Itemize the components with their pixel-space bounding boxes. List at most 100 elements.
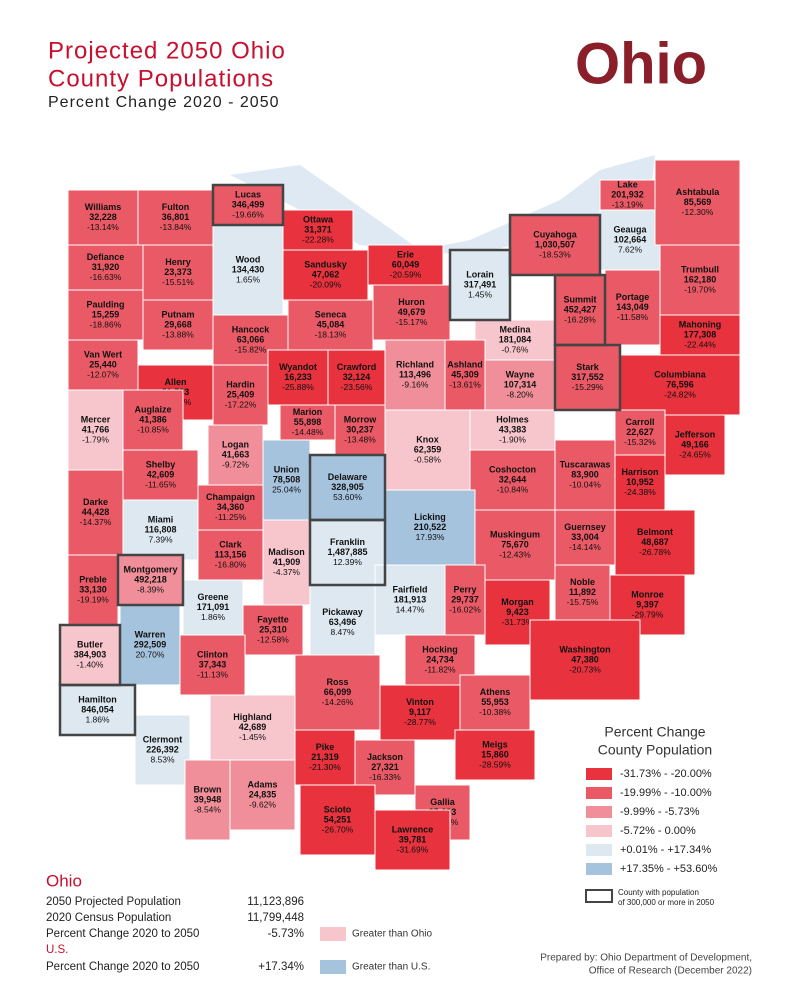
stats-swatch	[320, 960, 346, 974]
county-name: Highland	[233, 712, 272, 722]
county-name: Columbiana	[654, 369, 706, 379]
county-change: -16.28%	[564, 314, 596, 324]
legend-swatch	[586, 806, 612, 818]
county-name: Brown	[194, 784, 222, 794]
county-population: 181,913	[394, 594, 427, 604]
county-change: -11.58%	[617, 312, 648, 322]
county	[67, 189, 139, 246]
stats-label: 2020 Census Population	[46, 912, 171, 924]
stats-value: +17.34%	[258, 961, 304, 973]
county-name: Lake	[617, 179, 638, 189]
county-name: Richland	[396, 359, 434, 369]
county-change: -8.39%	[137, 584, 164, 594]
county-population: 143,049	[616, 302, 649, 312]
legend-label: -19.99% - -10.00%	[620, 787, 712, 799]
county-population: 10,952	[626, 477, 654, 487]
stats-label: Percent Change 2020 to 2050	[46, 961, 199, 973]
legend-note: County with population	[618, 888, 699, 897]
legend-outline-swatch	[585, 889, 613, 903]
county-name: Clinton	[197, 649, 228, 659]
county-population: 36,801	[162, 212, 190, 222]
county-name: Madison	[268, 547, 305, 557]
county-change: -15.32%	[624, 437, 656, 447]
county	[197, 529, 264, 581]
county-change: 1.86%	[201, 612, 226, 622]
county	[444, 564, 486, 636]
county	[282, 249, 369, 301]
legend-label: +0.01% - +17.34%	[620, 844, 711, 856]
county-population: 41,663	[222, 449, 250, 459]
county-change: -20.09%	[310, 279, 342, 289]
county-population: 63,066	[237, 334, 265, 344]
county	[299, 784, 376, 856]
county-change: -22.28%	[302, 234, 334, 244]
county-name: Trumbull	[681, 264, 719, 274]
county-name: Hardin	[226, 379, 255, 389]
county-population: 113,496	[399, 369, 431, 379]
stats-swatch-label: Greater than Ohio	[352, 929, 432, 940]
county-change: -12.58%	[257, 634, 289, 644]
county	[444, 339, 486, 411]
county-name: Belmont	[637, 527, 673, 537]
county-name: Cuyahoga	[533, 229, 578, 239]
county-name: Lorain	[466, 269, 494, 279]
county-change: -18.13%	[315, 329, 347, 339]
county-name: Licking	[414, 512, 446, 522]
county-change: 7.39%	[148, 534, 173, 544]
legend-label: -31.73% - -20.00%	[620, 768, 712, 780]
county	[664, 414, 726, 476]
county-name: Butler	[77, 639, 104, 649]
legend-label: -9.99% - -5.73%	[620, 806, 700, 818]
county	[374, 809, 451, 871]
county-change: -26.78%	[639, 547, 671, 557]
county-change: -1.40%	[77, 659, 104, 669]
county-name: Medina	[499, 324, 531, 334]
county-name: Hocking	[422, 644, 458, 654]
county	[282, 209, 354, 251]
county	[384, 339, 446, 411]
county-name: Perry	[453, 584, 476, 594]
county-name: Logan	[222, 439, 249, 449]
county-change: -10.38%	[479, 707, 511, 717]
county-change: -0.58%	[414, 454, 441, 464]
subtitle: Percent Change 2020 - 2050	[48, 94, 279, 111]
county-name: Erie	[397, 249, 414, 259]
county-change: -28.77%	[404, 717, 436, 727]
county-change: -24.38%	[624, 487, 656, 497]
county-change: -1.90%	[499, 434, 526, 444]
county-population: 24,734	[426, 654, 454, 664]
stats-heading: Ohio	[46, 871, 82, 890]
county-population: 37,343	[199, 659, 227, 669]
county-population: 23,373	[164, 267, 192, 277]
county-population: 85,569	[684, 197, 712, 207]
county-name: Vinton	[406, 697, 434, 707]
county-change: 53.60%	[333, 492, 362, 502]
county-population: 31,920	[92, 262, 120, 272]
county-change: -11.65%	[145, 479, 176, 489]
county-change: -19.70%	[684, 284, 716, 294]
county	[654, 159, 741, 246]
county	[484, 359, 556, 411]
county-name: Summit	[563, 294, 596, 304]
county-outline	[58, 683, 137, 737]
county-name: Stark	[576, 362, 600, 372]
county-name: Harrison	[621, 467, 658, 477]
stats-heading: U.S.	[46, 944, 68, 956]
county-name: Jefferson	[675, 429, 716, 439]
county-population: 116,808	[144, 524, 176, 534]
county	[67, 469, 124, 556]
county-name: Williams	[85, 202, 121, 212]
county	[659, 244, 741, 316]
stats-value: 11,123,896	[247, 896, 304, 908]
county-change: -24.82%	[664, 389, 696, 399]
county	[474, 319, 556, 361]
county-change: -15.75%	[567, 597, 599, 607]
county-population: 41,909	[273, 557, 301, 567]
county-population: 45,309	[451, 369, 479, 379]
county-change: -13.84%	[160, 222, 192, 232]
stats-swatch	[320, 927, 346, 941]
county-change: -15.82%	[235, 344, 267, 354]
county-name: Ross	[326, 677, 348, 687]
